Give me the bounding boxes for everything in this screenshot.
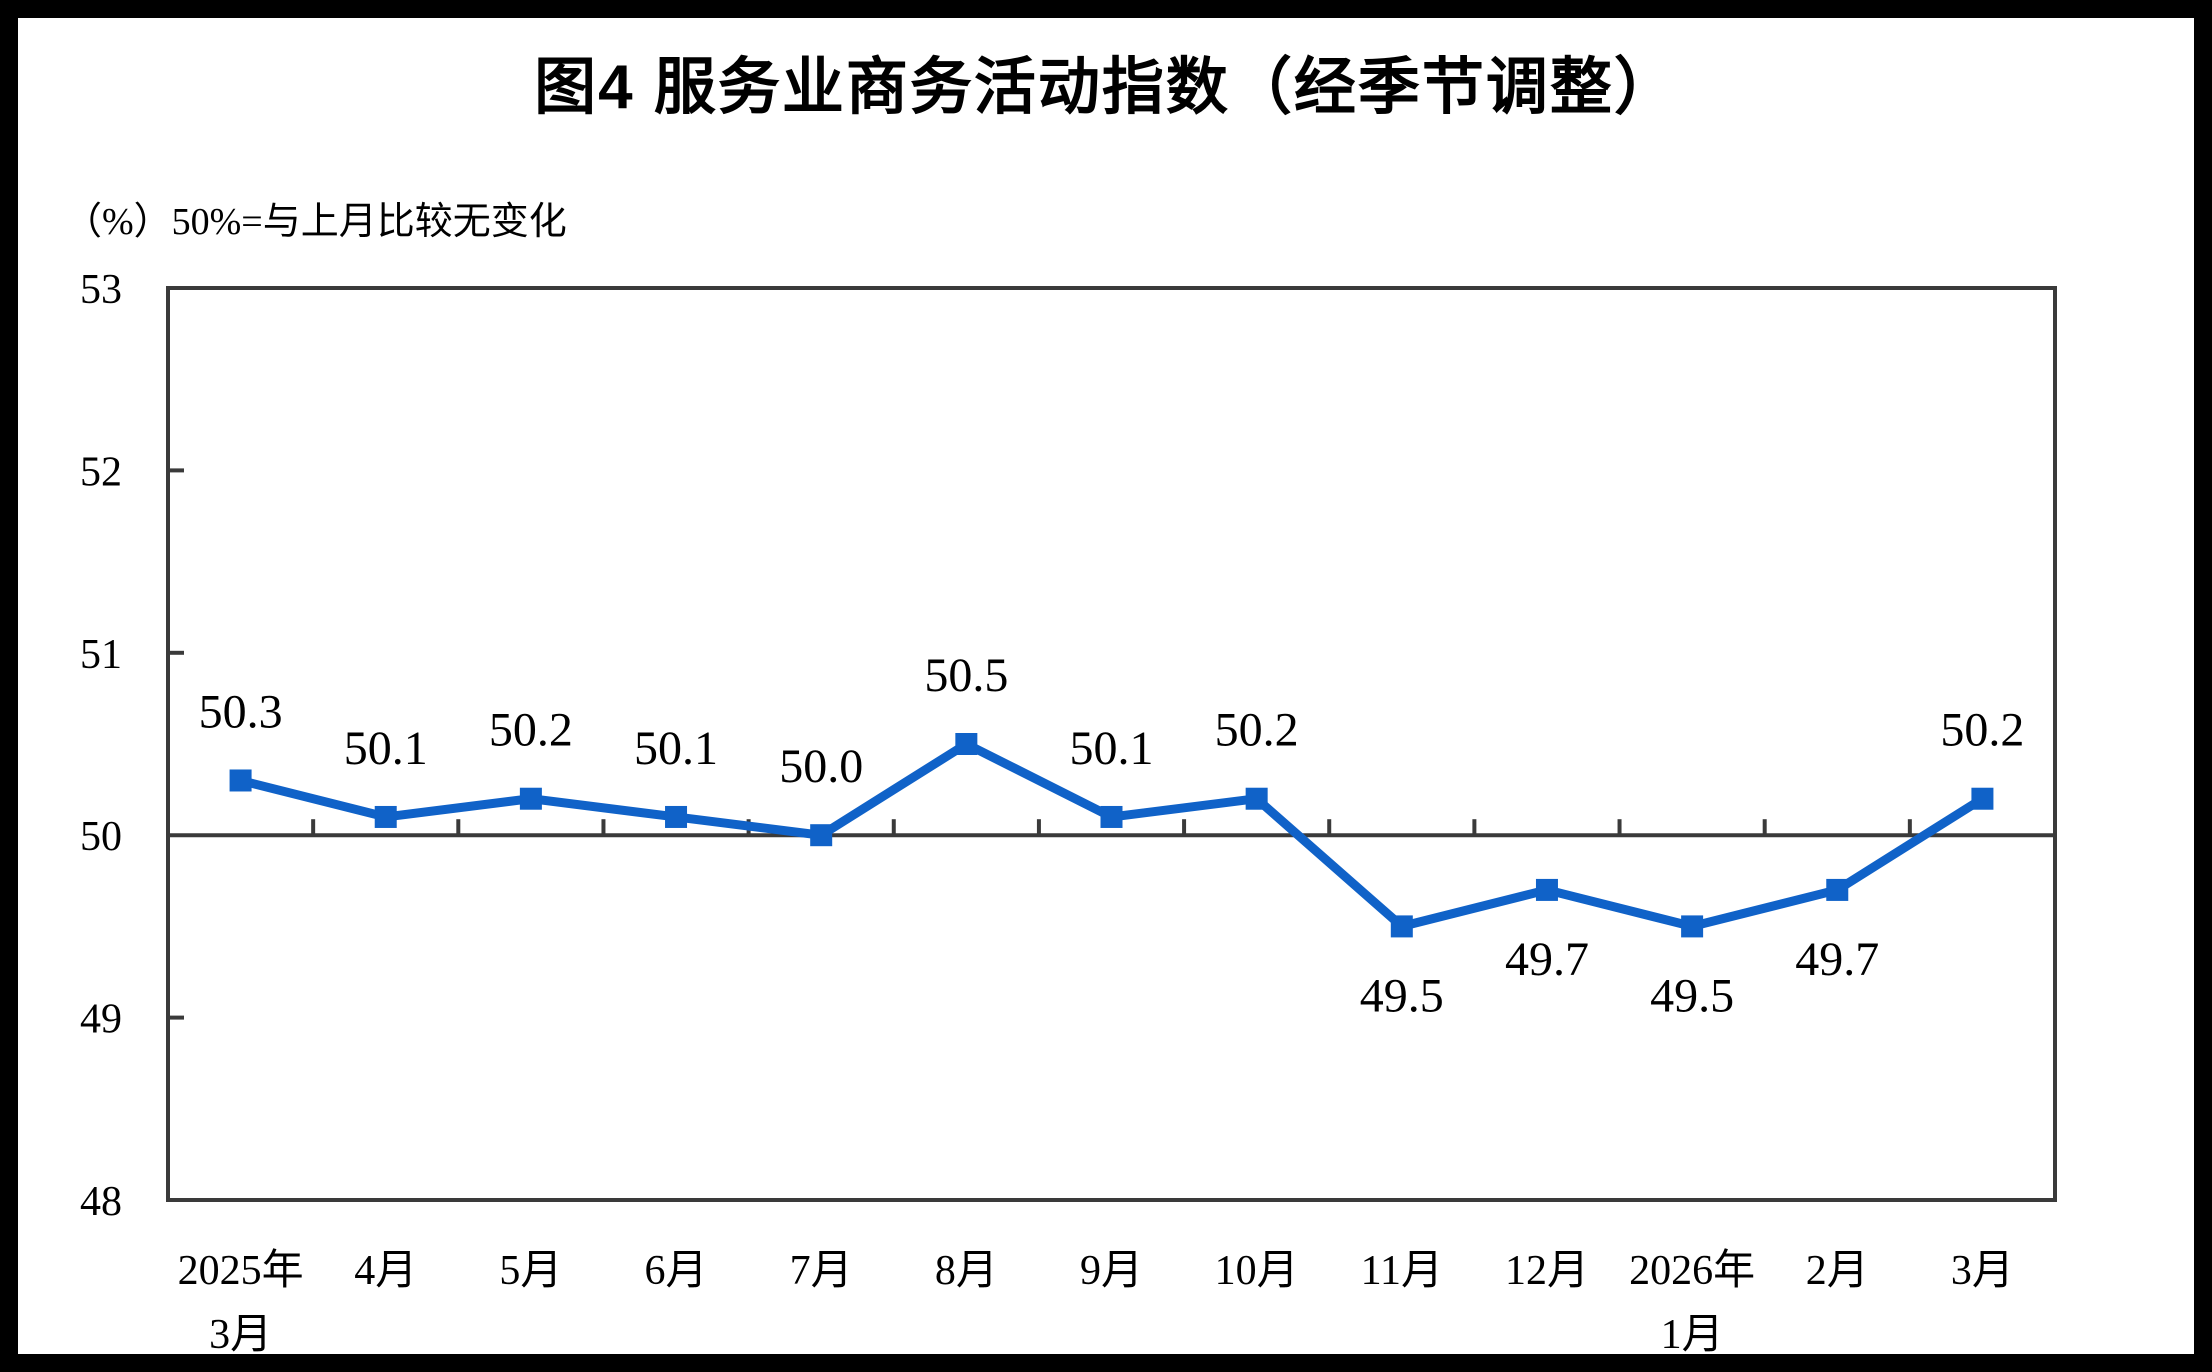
y-axis-label: 53 [80,267,122,313]
data-point-marker [1681,915,1704,938]
y-axis-label: 50 [80,814,122,860]
x-axis-label: 3月 [1951,1248,2014,1294]
y-axis-label: 49 [80,997,122,1043]
data-label: 50.1 [634,722,718,775]
x-axis-label: 9月 [1080,1248,1143,1294]
x-axis-label: 4月 [354,1248,417,1294]
data-point-marker [1245,787,1268,810]
y-axis-label: 48 [80,1179,122,1225]
data-label: 50.1 [344,722,428,775]
plot-frame [166,286,2057,1202]
x-axis-label: 12月 [1505,1248,1589,1294]
data-label: 49.5 [1650,969,1734,1022]
x-axis-label: 3月 [209,1312,272,1354]
x-axis-label: 8月 [935,1248,998,1294]
data-point-marker [229,769,252,792]
data-label: 49.7 [1795,933,1879,986]
data-point-marker [1826,878,1849,901]
axis-unit-note: （%）50%=与上月比较无变化 [64,201,567,243]
x-axis-label: 6月 [645,1248,708,1294]
data-label: 50.5 [924,649,1008,702]
x-axis-label: 10月 [1215,1248,1299,1294]
x-axis-label: 5月 [499,1248,562,1294]
figure-page: 图4 服务业商务活动指数（经季节调整） （%）50%=与上月比较无变化 48 49… [18,18,2194,1354]
x-axis-label: 2月 [1806,1248,1869,1294]
y-axis-label: 52 [80,449,122,495]
data-point-marker [1390,915,1413,938]
data-label: 49.5 [1360,969,1444,1022]
data-point-marker [955,733,978,755]
data-point-marker [665,805,688,828]
y-axis-label: 51 [80,632,122,678]
data-point-marker [810,824,833,847]
data-point-marker [519,787,542,810]
data-label: 50.2 [1215,704,1299,757]
x-axis-label: 7月 [790,1248,853,1294]
data-label: 50.2 [489,704,573,757]
data-label: 49.7 [1505,933,1589,986]
data-point-marker [1535,878,1558,901]
x-axis-label: 1月 [1661,1312,1724,1354]
data-point-marker [1971,787,1994,810]
data-point-marker [374,805,397,828]
x-axis-label: 2025年 [178,1247,304,1294]
data-point-marker [1100,805,1123,828]
data-label: 50.3 [199,685,283,738]
x-axis-label: 11月 [1361,1248,1443,1294]
chart-title: 图4 服务业商务活动指数（经季节调整） [534,53,1678,122]
x-axis-label: 2026年 [1629,1247,1755,1294]
data-label: 50.1 [1070,722,1154,775]
data-label: 50.2 [1940,704,2024,757]
line-chart: 48 49 50 51 52 53 50.3 50.1 50.2 50.1 50.0 50.5 50.1… [80,267,2057,1354]
data-label: 50.0 [779,740,863,793]
